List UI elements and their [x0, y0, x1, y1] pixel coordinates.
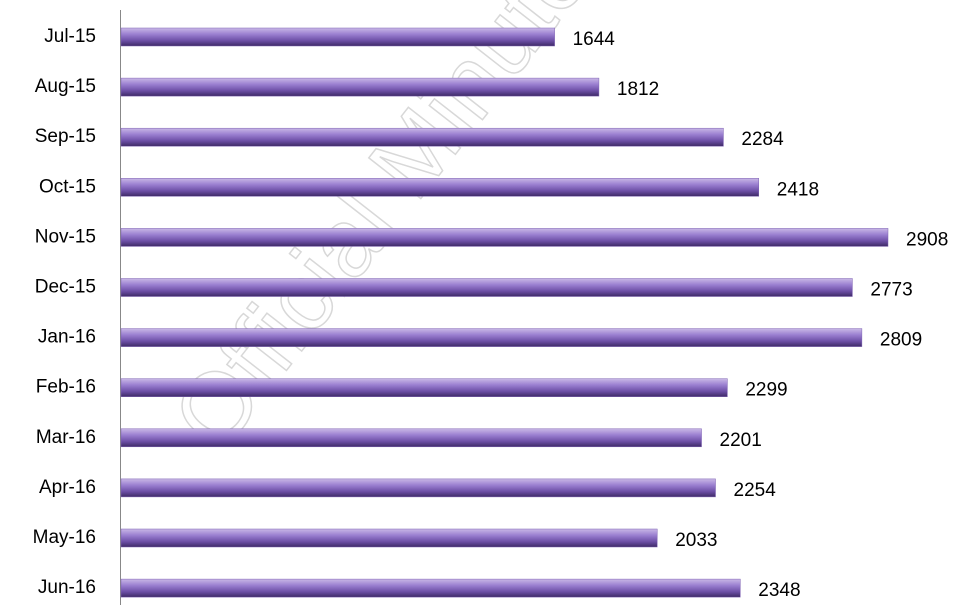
bar	[120, 228, 889, 247]
y-tick-label: Jan-16	[38, 327, 96, 348]
y-tick-label: Aug-15	[35, 76, 96, 97]
y-tick-label: May-16	[33, 527, 96, 548]
value-label: 2033	[675, 530, 717, 551]
value-label: 2809	[880, 330, 922, 351]
value-label: 2201	[720, 430, 762, 451]
bar	[120, 127, 724, 147]
bar	[120, 428, 702, 448]
value-label: 1644	[573, 29, 616, 50]
bar	[120, 77, 600, 97]
value-label: 2908	[906, 229, 948, 250]
bar	[120, 178, 760, 197]
value-label: 2299	[745, 380, 787, 401]
y-tick-label: Mar-16	[36, 427, 96, 448]
y-tick-label: Jul-15	[44, 26, 96, 47]
y-tick-label: Nov-15	[35, 226, 96, 247]
value-label: 2773	[870, 280, 912, 301]
value-label: 2418	[777, 179, 819, 200]
y-tick-label: Apr-16	[39, 477, 96, 498]
value-label: 2348	[758, 580, 800, 601]
bar	[120, 528, 658, 548]
y-tick-label: Jun-16	[38, 577, 96, 598]
y-tick-label: Sep-15	[35, 126, 96, 147]
y-tick-label: Dec-15	[35, 277, 96, 298]
value-label: 2254	[734, 480, 777, 501]
y-tick-label: Oct-15	[39, 176, 96, 197]
bar	[120, 378, 728, 397]
bar	[120, 27, 555, 47]
value-label: 1812	[617, 79, 659, 100]
y-tick-label: Feb-16	[36, 377, 96, 398]
bar	[120, 328, 863, 347]
bar	[120, 578, 741, 598]
bar	[120, 478, 716, 498]
value-label: 2284	[741, 129, 784, 150]
bar	[120, 278, 853, 297]
